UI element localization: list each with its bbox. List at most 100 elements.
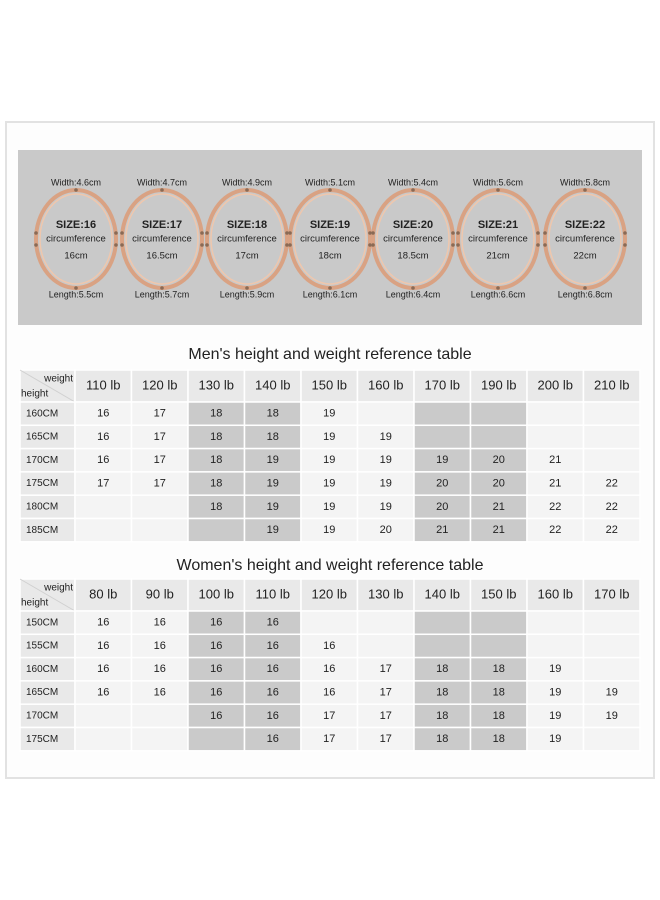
bracelet-circumference-value: 18.5cm — [397, 251, 428, 262]
bracelet-screw — [496, 188, 500, 192]
cell — [413, 610, 472, 636]
cell-value: 18 — [210, 501, 222, 513]
bracelet-screw — [114, 231, 118, 235]
bracelet-length: Length:5.5cm — [49, 289, 104, 299]
bracelet-ring-inner — [210, 193, 284, 285]
row-label: 165CM — [26, 687, 58, 698]
cell-value: 19 — [606, 710, 618, 722]
cell-value: 19 — [323, 408, 335, 420]
cell — [356, 401, 415, 427]
bracelet-width: Width:5.6cm — [473, 177, 523, 187]
bracelet-length: Length:5.9cm — [220, 289, 275, 299]
bracelet-screw — [451, 231, 455, 235]
bracelet-screw — [543, 231, 547, 235]
table-title: Men's height and weight reference table — [188, 346, 471, 363]
bracelet-circumference: circumference — [300, 234, 360, 245]
cell-value: 21 — [493, 524, 505, 536]
cell-value: 19 — [549, 686, 561, 698]
bracelet-screw — [496, 286, 500, 290]
cell-value: 19 — [267, 454, 279, 466]
cell-value: 18 — [493, 710, 505, 722]
cell — [582, 447, 641, 473]
bracelet-size: SIZE:21 — [478, 219, 518, 231]
cell-value: 18 — [210, 454, 222, 466]
cell-value: 18 — [436, 710, 448, 722]
cell-value: 18 — [210, 477, 222, 489]
cell-value: 16 — [97, 408, 109, 420]
cell-value: 21 — [436, 524, 448, 536]
header-cell — [526, 369, 585, 403]
cell-value: 16 — [267, 733, 279, 745]
cell-value: 19 — [380, 501, 392, 513]
column-header: 140 lb — [425, 586, 460, 601]
corner-divider — [19, 578, 76, 612]
bracelet-width: Width:5.1cm — [305, 177, 355, 187]
column-header: 160 lb — [538, 586, 573, 601]
cell — [356, 633, 415, 659]
bracelet-screw — [160, 188, 164, 192]
bracelet-size: SIZE:16 — [56, 219, 96, 231]
bracelet-screw — [34, 231, 38, 235]
bracelet-screw — [285, 243, 289, 247]
bracelet-screw — [328, 286, 332, 290]
bracelet-screw — [288, 243, 292, 247]
bracelet-ring-inner — [39, 193, 113, 285]
column-header: 130 lb — [368, 586, 403, 601]
cell-value: 18 — [493, 733, 505, 745]
row-label: 165CM — [26, 432, 58, 443]
column-header: 190 lb — [481, 377, 516, 392]
cell-value: 18 — [436, 686, 448, 698]
bracelet-ring-inner — [293, 193, 367, 285]
cell-value: 19 — [549, 663, 561, 675]
cell — [526, 633, 585, 659]
bracelet-circumference: circumference — [555, 234, 615, 245]
cell-value: 16 — [267, 617, 279, 629]
bracelet-circumference-value: 22cm — [573, 251, 596, 262]
bracelet-size: SIZE:17 — [142, 219, 182, 231]
column-header: 110 lb — [256, 586, 290, 601]
row-label: 155CM — [26, 641, 58, 652]
bracelet-screw — [411, 286, 415, 290]
bracelet-circumference: circumference — [383, 234, 443, 245]
row-label: 160CM — [26, 664, 58, 675]
row-label: 150CM — [26, 617, 58, 628]
column-header: 90 lb — [146, 586, 174, 601]
cell-value: 17 — [380, 733, 392, 745]
column-header: 150 lb — [312, 377, 347, 392]
bracelet-circumference-value: 16.5cm — [146, 251, 177, 262]
bracelet-width: Width:4.6cm — [51, 177, 101, 187]
cell — [469, 633, 528, 659]
cell-value: 16 — [154, 686, 166, 698]
column-header: 160 lb — [368, 377, 403, 392]
bracelet-size: SIZE:20 — [393, 219, 433, 231]
cell — [356, 610, 415, 636]
bracelet-screw — [583, 188, 587, 192]
cell-value: 19 — [267, 477, 279, 489]
bracelet-circumference-value: 21cm — [486, 251, 509, 262]
cell-value: 17 — [380, 686, 392, 698]
cell — [74, 494, 133, 520]
bracelet-circumference: circumference — [132, 234, 192, 245]
bracelet-screw — [368, 243, 372, 247]
cell-value: 19 — [267, 524, 279, 536]
header-cell — [74, 578, 133, 612]
cell — [413, 633, 472, 659]
cell-value: 22 — [606, 501, 618, 513]
bracelet-screw — [371, 231, 375, 235]
cell-value: 19 — [323, 477, 335, 489]
cell — [582, 726, 641, 752]
cell-value: 17 — [154, 431, 166, 443]
bracelet-width: Width:5.4cm — [388, 177, 438, 187]
cell-value: 16 — [267, 710, 279, 722]
cell — [469, 401, 528, 427]
corner-height: height — [21, 389, 48, 400]
cell-value: 18 — [267, 408, 279, 420]
column-header: 140 lb — [255, 377, 290, 392]
cell-value: 16 — [97, 686, 109, 698]
cell — [526, 610, 585, 636]
cell-value: 19 — [323, 501, 335, 513]
cell — [187, 726, 246, 752]
cell — [74, 726, 133, 752]
cell-value: 19 — [606, 686, 618, 698]
